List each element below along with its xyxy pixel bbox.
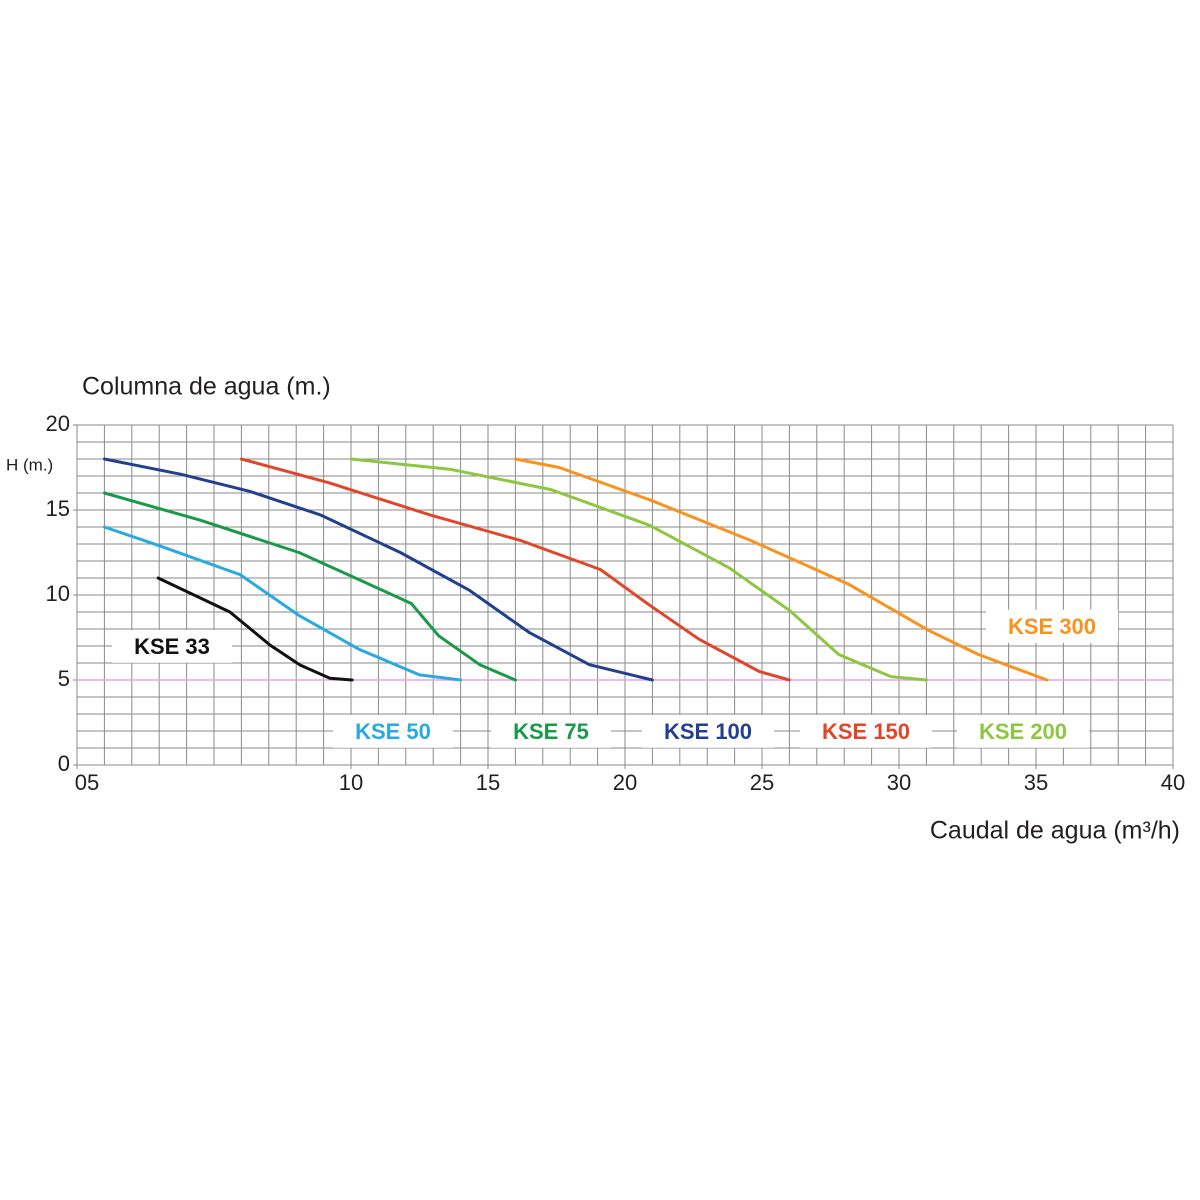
series-line <box>513 457 1049 682</box>
y-tick-label: 5 <box>58 666 70 691</box>
y-tick-label: 10 <box>46 581 70 606</box>
series-line <box>156 576 354 682</box>
label-background <box>985 609 1119 643</box>
x-axis-title: Caudal de agua (m³/h) <box>930 817 1180 845</box>
label-background <box>112 629 232 663</box>
x-tick-label: 25 <box>750 770 774 795</box>
series-label: KSE 50 <box>355 719 431 744</box>
y-tick-label: 0 <box>58 751 70 776</box>
y-tick-label: 15 <box>46 496 70 521</box>
label-background <box>641 714 775 748</box>
series-line <box>102 457 654 682</box>
y-axis-unit: H (m.) <box>6 455 53 474</box>
series-label: KSE 200 <box>979 719 1067 744</box>
x-tick-label: 40 <box>1161 770 1185 795</box>
series-line <box>102 491 517 682</box>
x-tick-label: 35 <box>1024 770 1048 795</box>
x-tick-label: 10 <box>339 770 363 795</box>
label-background <box>956 714 1090 748</box>
y-tick-label: 20 <box>46 411 70 436</box>
x-tick-label: 20 <box>613 770 637 795</box>
series-label: KSE 150 <box>822 719 910 744</box>
label-background <box>491 714 611 748</box>
x-tick-label: 15 <box>476 770 500 795</box>
series-label: KSE 33 <box>134 634 210 659</box>
label-background <box>799 714 933 748</box>
x-tick-label: 30 <box>887 770 911 795</box>
label-background <box>333 714 453 748</box>
series-line <box>102 525 463 682</box>
series-label: KSE 75 <box>513 719 589 744</box>
series-line <box>349 457 928 682</box>
series-label: KSE 300 <box>1008 614 1096 639</box>
x-tick-label: 05 <box>75 770 99 795</box>
series-label: KSE 100 <box>664 719 752 744</box>
series-line <box>239 457 791 682</box>
chart-title: Columna de agua (m.) <box>82 373 331 401</box>
